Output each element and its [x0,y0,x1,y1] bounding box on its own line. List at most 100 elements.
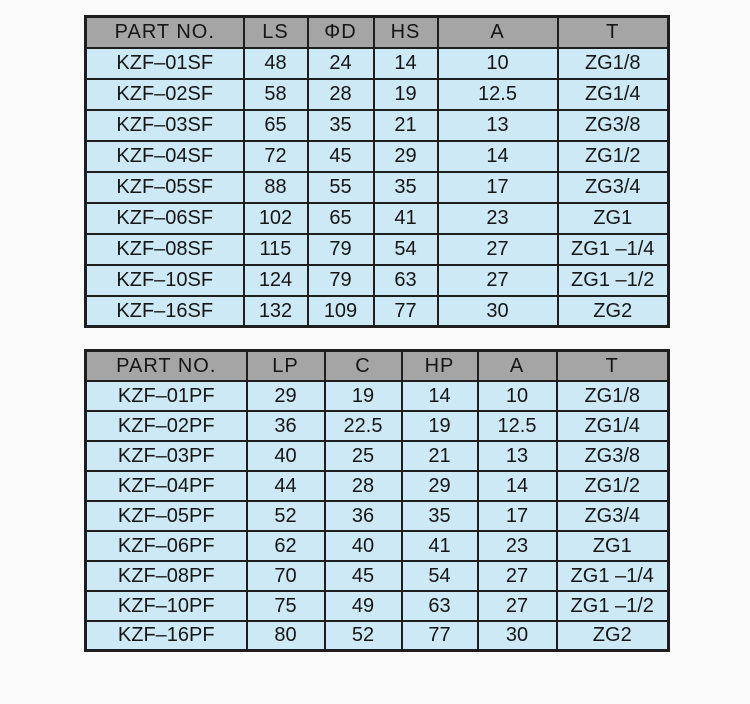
value-cell: 19 [400,409,479,442]
value-cell: 14 [436,139,559,173]
value-cell: 54 [400,559,479,592]
table-row: KZF–05PF 52 36 35 17 ZG3/4 [84,499,670,532]
value-cell: 14 [372,46,439,80]
value-cell: 48 [242,46,309,80]
column-header: A [476,349,558,382]
table-row: KZF–05SF 88 55 35 17 ZG3/4 [84,170,670,204]
value-cell: 132 [242,294,309,328]
value-cell: 19 [323,379,403,412]
value-cell: 45 [306,139,375,173]
value-cell: ZG1 [555,529,670,562]
value-cell: 29 [245,379,326,412]
table-row: KZF–03PF 40 25 21 13 ZG3/8 [84,439,670,472]
value-cell: ZG1 –1/2 [556,263,670,297]
pf-series-spec-table: PART NO. LP C HP A T KZF–01PF 29 19 14 10 ZG1/8 KZF… [84,349,670,652]
value-cell: 77 [372,294,439,328]
value-cell: 14 [476,469,558,502]
part-no-cell: KZF–08SF [84,232,245,266]
column-header: LS [242,15,309,49]
value-cell: ZG1/8 [556,46,670,80]
value-cell: 13 [476,439,558,472]
column-header: PART NO. [84,349,248,382]
table-row: KZF–16SF 132 109 77 30 ZG2 [84,294,670,328]
value-cell: 55 [306,170,375,204]
value-cell: 40 [323,529,403,562]
value-cell: ZG3/4 [556,170,670,204]
table-row: KZF–08PF 70 45 54 27 ZG1 –1/4 [84,559,670,592]
part-no-cell: KZF–06SF [84,201,245,235]
part-no-cell: KZF–10PF [84,589,248,622]
value-cell: 21 [372,108,439,142]
value-cell: ZG1/2 [555,469,670,502]
part-no-cell: KZF–04PF [84,469,248,502]
header-row: PART NO. LP C HP A T [84,349,670,382]
value-cell: 80 [245,619,326,652]
value-cell: 124 [242,263,309,297]
value-cell: 79 [306,232,375,266]
value-cell: 29 [400,469,479,502]
value-cell: 115 [242,232,309,266]
part-no-cell: KZF–04SF [84,139,245,173]
value-cell: 25 [323,439,403,472]
value-cell: 22.5 [323,409,403,442]
value-cell: ZG1 [556,201,670,235]
value-cell: 102 [242,201,309,235]
value-cell: ZG1/2 [556,139,670,173]
value-cell: ZG1 –1/4 [556,232,670,266]
value-cell: 109 [306,294,375,328]
value-cell: 28 [306,77,375,111]
table-row: KZF–06PF 62 40 41 23 ZG1 [84,529,670,562]
value-cell: 27 [476,559,558,592]
value-cell: ZG2 [556,294,670,328]
value-cell: 62 [245,529,326,562]
column-header: A [436,15,559,49]
value-cell: ZG1/4 [556,77,670,111]
scanned-spec-sheet: PART NO. LS ΦD HS A T KZF–01SF 48 24 14 10 ZG1/8 KZ… [84,15,670,652]
part-no-cell: KZF–05PF [84,499,248,532]
value-cell: 27 [436,232,559,266]
value-cell: 36 [323,499,403,532]
column-header: PART NO. [84,15,245,49]
value-cell: ZG3/8 [556,108,670,142]
value-cell: 65 [306,201,375,235]
value-cell: 28 [323,469,403,502]
value-cell: 45 [323,559,403,592]
part-no-cell: KZF–03PF [84,439,248,472]
part-no-cell: KZF–02PF [84,409,248,442]
value-cell: 17 [436,170,559,204]
value-cell: 35 [306,108,375,142]
sf-series-spec-table: PART NO. LS ΦD HS A T KZF–01SF 48 24 14 10 ZG1/8 KZ… [84,15,670,328]
table-row: KZF–10PF 75 49 63 27 ZG1 –1/2 [84,589,670,622]
value-cell: 36 [245,409,326,442]
value-cell: 21 [400,439,479,472]
table-row: KZF–04SF 72 45 29 14 ZG1/2 [84,139,670,173]
column-header: ΦD [306,15,375,49]
column-header: C [323,349,403,382]
value-cell: 10 [476,379,558,412]
part-no-cell: KZF–10SF [84,263,245,297]
value-cell: 77 [400,619,479,652]
header-row: PART NO. LS ΦD HS A T [84,15,670,49]
value-cell: ZG1/4 [555,409,670,442]
value-cell: 44 [245,469,326,502]
part-no-cell: KZF–08PF [84,559,248,592]
part-no-cell: KZF–06PF [84,529,248,562]
table-row: KZF–06SF 102 65 41 23 ZG1 [84,201,670,235]
column-header: T [556,15,670,49]
column-header: HP [400,349,479,382]
value-cell: 63 [372,263,439,297]
value-cell: 19 [372,77,439,111]
value-cell: 35 [400,499,479,532]
value-cell: 17 [476,499,558,532]
value-cell: 72 [242,139,309,173]
table-row: KZF–02SF 58 28 19 12.5 ZG1/4 [84,77,670,111]
value-cell: ZG2 [555,619,670,652]
value-cell: ZG1 –1/4 [555,559,670,592]
value-cell: 27 [476,589,558,622]
value-cell: 40 [245,439,326,472]
value-cell: 23 [476,529,558,562]
part-no-cell: KZF–02SF [84,77,245,111]
value-cell: 14 [400,379,479,412]
value-cell: 29 [372,139,439,173]
part-no-cell: KZF–03SF [84,108,245,142]
